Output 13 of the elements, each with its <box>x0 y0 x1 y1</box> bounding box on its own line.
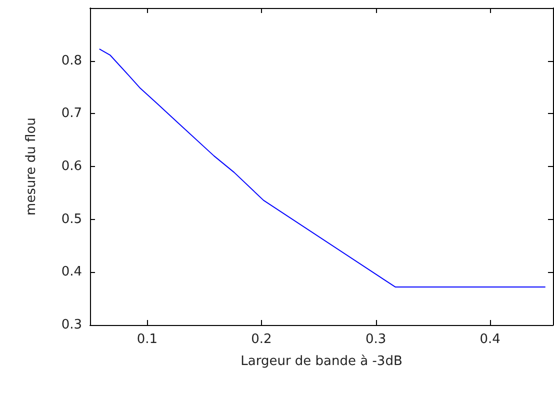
line-series <box>99 48 546 288</box>
y-tick-label: 0.6 <box>61 159 82 174</box>
y-tick-label: 0.7 <box>61 106 82 122</box>
y-axis-title: mesure du flou <box>24 118 39 216</box>
x-tick-label: 0.2 <box>251 332 272 347</box>
y-tick-label: 0.8 <box>61 53 82 68</box>
y-tick-label: 0.5 <box>61 212 82 227</box>
y-tick-label: 0.4 <box>61 264 82 280</box>
x-axis-title: Largeur de bande à -3dB <box>240 354 402 369</box>
y-tick-label: 0.3 <box>61 318 82 332</box>
x-tick-label: 0.3 <box>365 332 386 347</box>
x-tick-label: 0.4 <box>480 332 500 347</box>
x-tick-label: 0.1 <box>136 332 158 347</box>
